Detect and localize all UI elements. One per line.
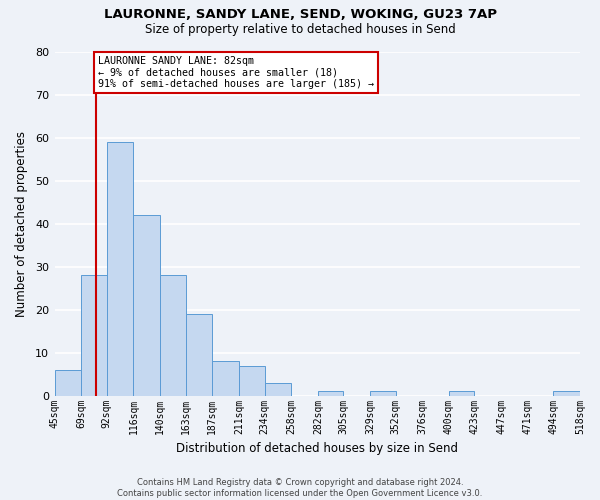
Bar	[133, 215, 160, 396]
Text: LAURONNE SANDY LANE: 82sqm
← 9% of detached houses are smaller (18)
91% of semi-: LAURONNE SANDY LANE: 82sqm ← 9% of detac…	[98, 56, 374, 89]
Bar	[265, 382, 291, 396]
Bar	[81, 275, 107, 396]
Bar	[107, 142, 133, 396]
Bar	[55, 370, 81, 396]
Bar	[370, 392, 395, 396]
Bar	[185, 314, 212, 396]
Bar	[318, 392, 343, 396]
Bar	[449, 392, 475, 396]
Text: Size of property relative to detached houses in Send: Size of property relative to detached ho…	[145, 22, 455, 36]
Bar	[212, 361, 239, 396]
Bar	[239, 366, 265, 396]
Bar	[553, 392, 580, 396]
X-axis label: Distribution of detached houses by size in Send: Distribution of detached houses by size …	[176, 442, 458, 455]
Text: Contains HM Land Registry data © Crown copyright and database right 2024.
Contai: Contains HM Land Registry data © Crown c…	[118, 478, 482, 498]
Text: LAURONNE, SANDY LANE, SEND, WOKING, GU23 7AP: LAURONNE, SANDY LANE, SEND, WOKING, GU23…	[104, 8, 497, 20]
Y-axis label: Number of detached properties: Number of detached properties	[15, 130, 28, 316]
Bar	[160, 275, 185, 396]
